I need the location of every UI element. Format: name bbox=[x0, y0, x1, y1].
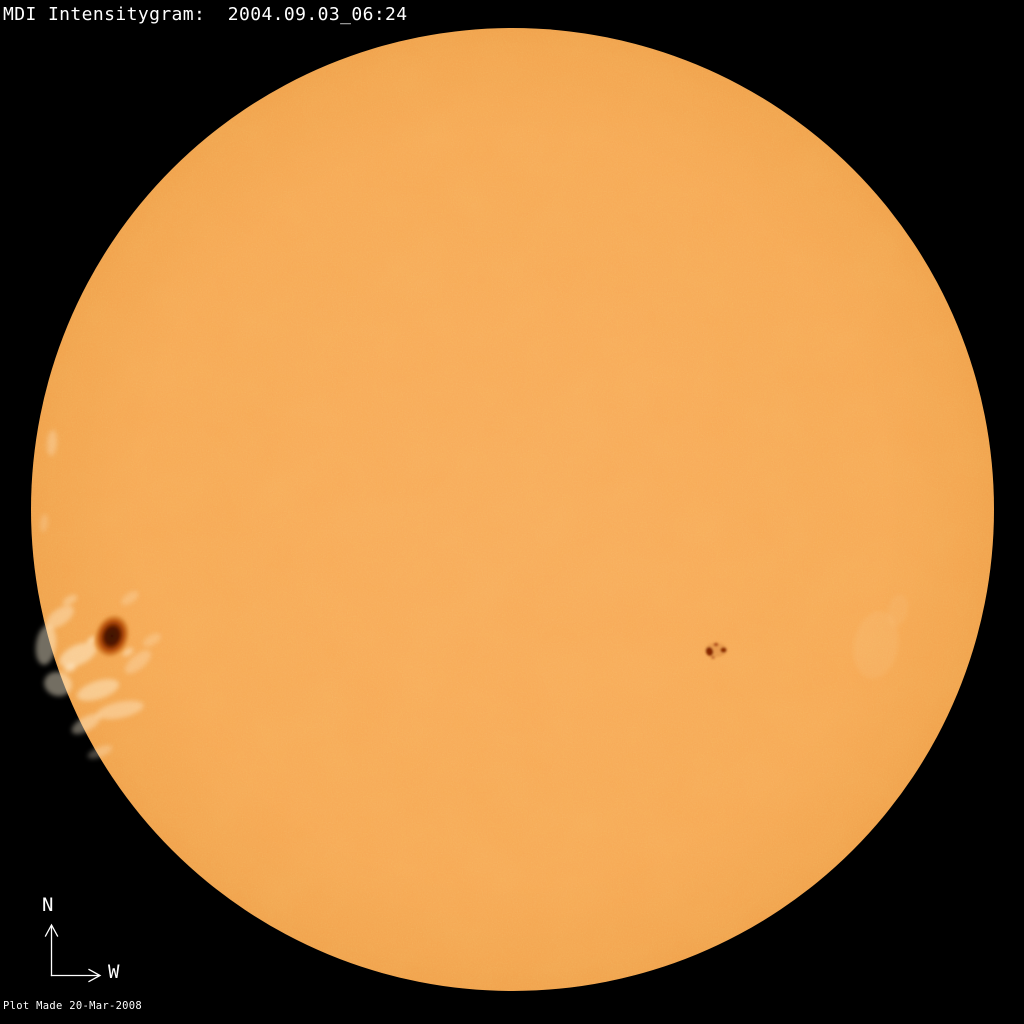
sunspot-pore bbox=[713, 642, 719, 647]
sunspot-small-group bbox=[705, 642, 727, 659]
sunspot-pore bbox=[705, 647, 714, 656]
faculae-patch-west-limb bbox=[887, 594, 909, 626]
compass-arrows bbox=[44, 923, 102, 983]
faculae-patch-west-limb bbox=[853, 611, 899, 679]
sunspot-pore bbox=[720, 647, 727, 653]
plot-made-caption: Plot Made 20-Mar-2008 bbox=[3, 1000, 143, 1012]
faculae-patch bbox=[71, 713, 101, 735]
faculae-patch bbox=[76, 679, 120, 701]
faculae-patch bbox=[46, 430, 58, 456]
compass-north-arrowhead bbox=[44, 923, 59, 937]
faculae-patch bbox=[35, 625, 57, 665]
sunspot-pore bbox=[711, 656, 715, 659]
faculae-patch bbox=[44, 671, 72, 697]
large-scale-mottle bbox=[31, 28, 994, 991]
faculae-patch bbox=[87, 745, 113, 759]
sunspot-large bbox=[93, 613, 131, 659]
faculae-patch bbox=[124, 650, 152, 674]
faculae-speck bbox=[122, 647, 134, 657]
faculae-patch bbox=[46, 605, 74, 629]
faculae-patch bbox=[142, 633, 162, 647]
faculae-patch bbox=[96, 700, 144, 720]
faculae-patch bbox=[62, 594, 78, 606]
image-title: MDI Intensitygram: 2004.09.03_06:24 bbox=[3, 4, 408, 25]
faculae-patch bbox=[121, 590, 139, 606]
faculae-speck bbox=[64, 663, 76, 673]
sunspot-large-umbra-penumbra bbox=[93, 613, 131, 659]
compass-west-label: W bbox=[108, 961, 120, 983]
compass-north-label: N bbox=[42, 894, 54, 916]
faculae-patch bbox=[39, 514, 49, 532]
faculae-region-east-limb bbox=[35, 430, 909, 759]
faculae-patch bbox=[59, 642, 97, 668]
compass-west-arrowhead bbox=[88, 968, 102, 983]
